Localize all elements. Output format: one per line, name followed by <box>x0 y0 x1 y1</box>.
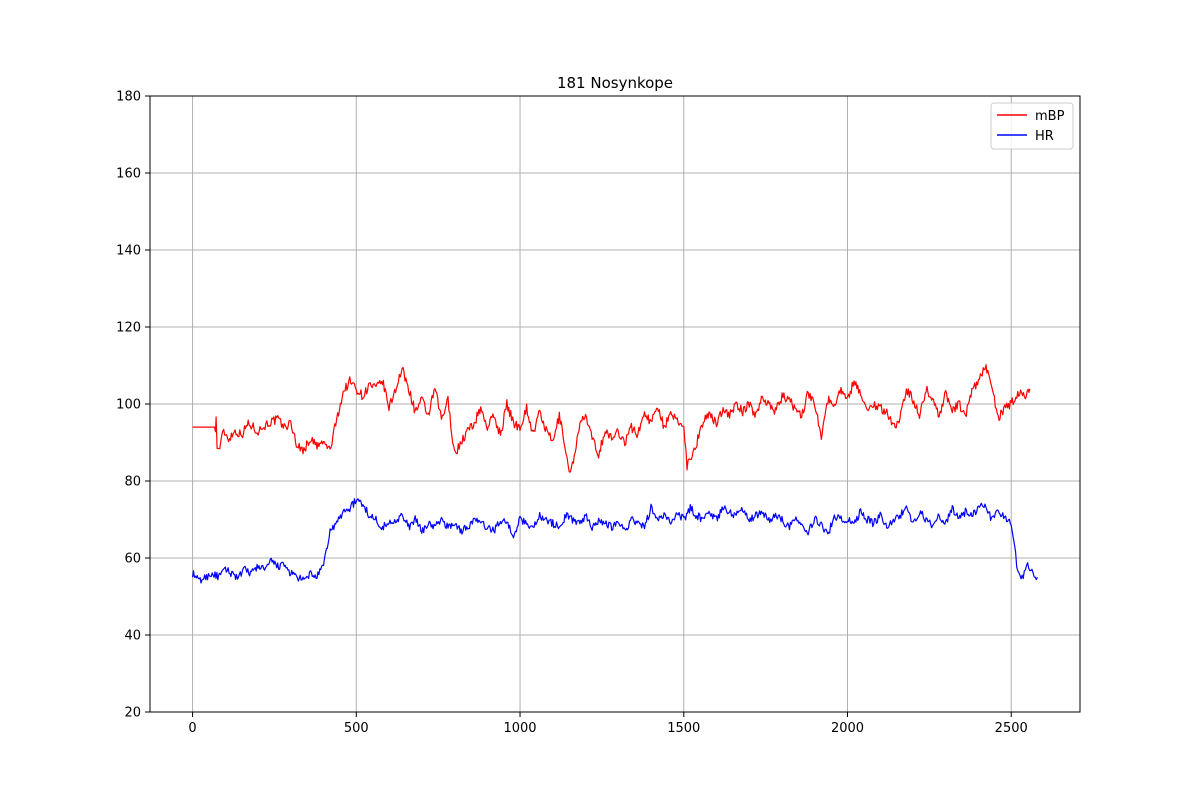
y-tick-label: 20 <box>124 706 141 721</box>
y-tick-label: 80 <box>124 475 141 490</box>
x-tick-label: 1500 <box>667 721 700 736</box>
x-tick-label: 0 <box>188 721 196 736</box>
y-tick-label: 100 <box>116 398 141 413</box>
grid <box>150 95 1080 713</box>
x-tick-label: 1000 <box>503 721 536 736</box>
series-line-hr <box>192 498 1038 584</box>
y-tick-label: 40 <box>124 629 141 644</box>
x-tick-label: 2500 <box>995 721 1028 736</box>
chart-title: 181 Nosynkope <box>557 74 673 92</box>
legend-label-mbp: mBP <box>1035 109 1065 124</box>
legend-label-hr: HR <box>1035 129 1054 144</box>
y-tick-label: 160 <box>116 167 141 182</box>
y-tick-label: 180 <box>116 90 141 105</box>
x-tick-label: 2000 <box>831 721 864 736</box>
series-line-mbp <box>192 364 1031 473</box>
series-layer <box>192 364 1038 584</box>
ticks: 0 500 1000 1500 2000 2500 20 40 60 80 100 120 140 160… <box>116 90 1028 737</box>
legend: mBP HR <box>990 102 1074 150</box>
y-tick-label: 120 <box>116 321 141 336</box>
x-tick-label: 500 <box>344 721 369 736</box>
y-tick-label: 60 <box>124 552 141 567</box>
y-tick-label: 140 <box>116 244 141 259</box>
